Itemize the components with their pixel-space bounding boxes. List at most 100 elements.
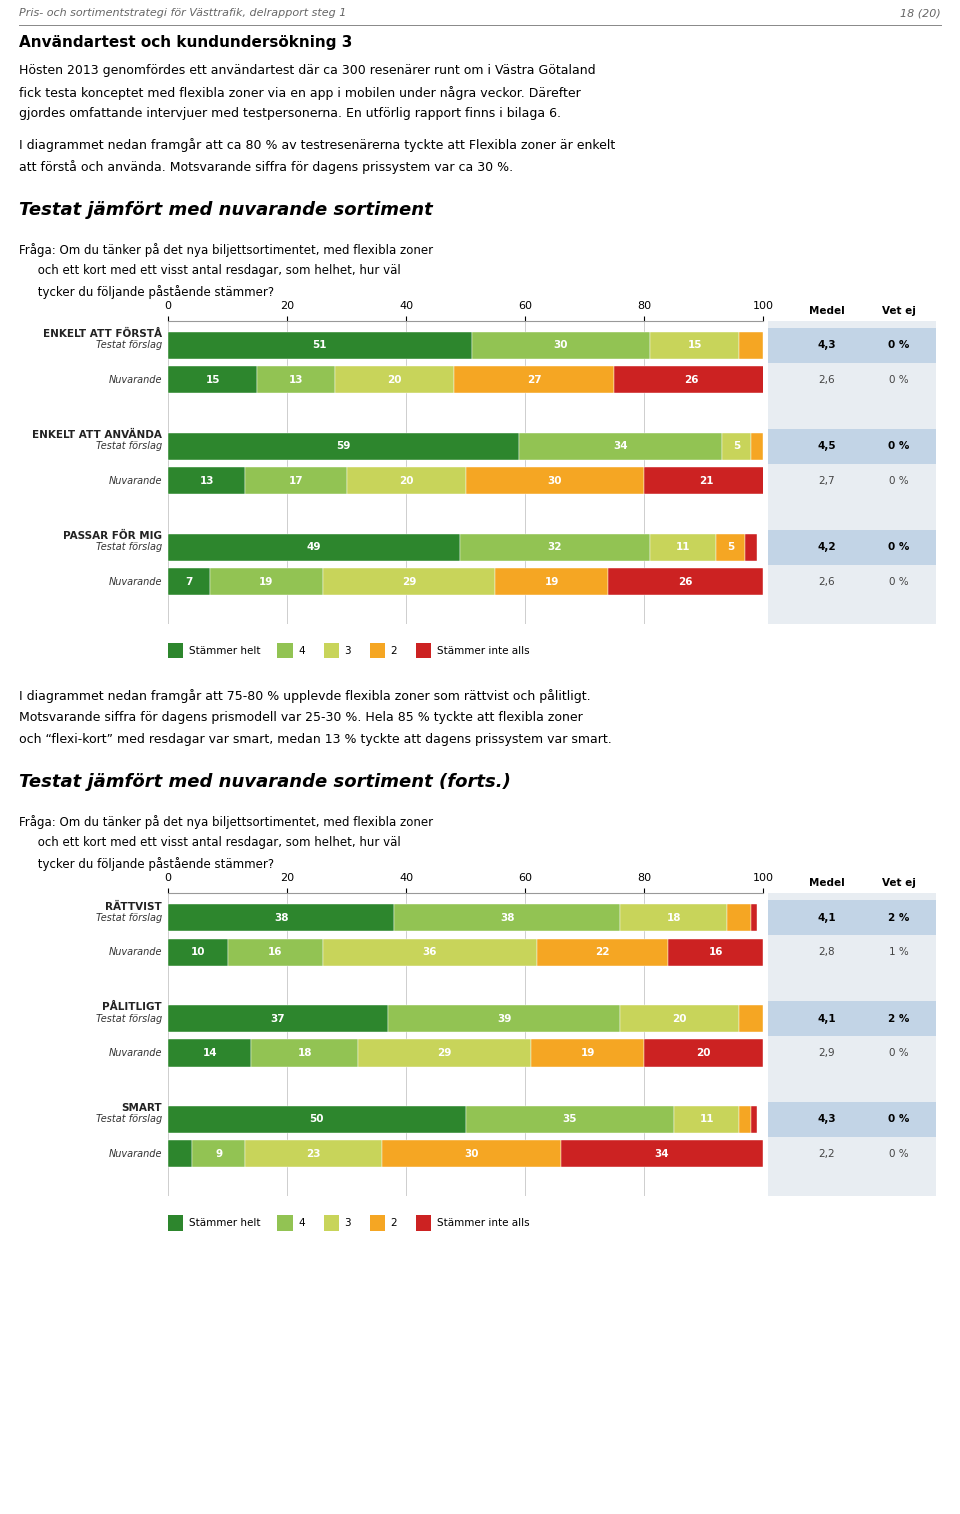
Text: 0 %: 0 % bbox=[888, 341, 910, 350]
Bar bbox=[168, 1105, 466, 1132]
Text: 29: 29 bbox=[438, 1048, 452, 1058]
Text: 20: 20 bbox=[696, 1048, 711, 1058]
Text: 2,6: 2,6 bbox=[819, 375, 835, 385]
Text: 26: 26 bbox=[679, 577, 693, 587]
Text: 4,1: 4,1 bbox=[818, 913, 836, 922]
Text: 15: 15 bbox=[687, 341, 702, 350]
Bar bbox=[768, 329, 936, 363]
Text: Fråga: Om du tänker på det nya biljettsortimentet, med flexibla zoner: Fråga: Om du tänker på det nya biljettso… bbox=[19, 815, 433, 830]
Bar bbox=[752, 904, 757, 931]
Text: 16: 16 bbox=[268, 948, 282, 957]
Text: 2,8: 2,8 bbox=[819, 948, 835, 957]
Text: tycker du följande påstående stämmer?: tycker du följande påstående stämmer? bbox=[19, 285, 275, 298]
Bar bbox=[609, 568, 763, 595]
Bar bbox=[752, 1105, 757, 1132]
Text: och “flexi-kort” med resdagar var smart, medan 13 % tyckte att dagens prissystem: och “flexi-kort” med resdagar var smart,… bbox=[19, 733, 612, 745]
Text: Vet ej: Vet ej bbox=[882, 306, 916, 316]
Text: Stämmer helt: Stämmer helt bbox=[189, 1217, 260, 1228]
Text: ENKELT ATT FÖRSTÅ: ENKELT ATT FÖRSTÅ bbox=[43, 330, 162, 339]
Text: 3: 3 bbox=[345, 1217, 351, 1228]
Bar bbox=[228, 939, 323, 966]
Text: 34: 34 bbox=[613, 442, 628, 451]
Text: tycker du följande påstående stämmer?: tycker du följande påstående stämmer? bbox=[19, 857, 275, 871]
Text: och ett kort med ett visst antal resdagar, som helhet, hur väl: och ett kort med ett visst antal resdaga… bbox=[19, 263, 401, 277]
Bar bbox=[768, 901, 936, 936]
Bar bbox=[752, 433, 763, 460]
Text: 16: 16 bbox=[708, 948, 723, 957]
Bar bbox=[168, 1005, 388, 1033]
Bar bbox=[388, 1005, 620, 1033]
Text: 22: 22 bbox=[595, 948, 610, 957]
Text: Medel: Medel bbox=[809, 306, 845, 316]
Text: 27: 27 bbox=[527, 375, 541, 385]
Text: 13: 13 bbox=[289, 375, 303, 385]
Text: 30: 30 bbox=[547, 475, 563, 486]
Text: 39: 39 bbox=[497, 1013, 512, 1023]
Bar bbox=[382, 1140, 561, 1167]
Text: 59: 59 bbox=[336, 442, 350, 451]
Text: och ett kort med ett visst antal resdagar, som helhet, hur väl: och ett kort med ett visst antal resdaga… bbox=[19, 836, 401, 849]
Text: 4,3: 4,3 bbox=[818, 1114, 836, 1125]
Text: 49: 49 bbox=[306, 542, 321, 553]
Text: Nuvarande: Nuvarande bbox=[108, 1048, 162, 1058]
Text: PASSAR FÖR MIG: PASSAR FÖR MIG bbox=[63, 531, 162, 542]
Text: Nuvarande: Nuvarande bbox=[108, 475, 162, 486]
Bar bbox=[335, 366, 454, 394]
Text: Nuvarande: Nuvarande bbox=[108, 375, 162, 385]
Text: 0 %: 0 % bbox=[889, 475, 909, 486]
Text: 10: 10 bbox=[190, 948, 205, 957]
Text: 18: 18 bbox=[298, 1048, 312, 1058]
Text: 2,9: 2,9 bbox=[819, 1048, 835, 1058]
Text: 2: 2 bbox=[391, 1217, 397, 1228]
Text: 17: 17 bbox=[289, 475, 303, 486]
Bar bbox=[739, 1105, 752, 1132]
Text: Nuvarande: Nuvarande bbox=[108, 577, 162, 587]
Text: 20: 20 bbox=[387, 375, 401, 385]
Text: 19: 19 bbox=[544, 577, 559, 587]
Text: 0 %: 0 % bbox=[889, 1048, 909, 1058]
Bar bbox=[168, 939, 228, 966]
Text: Motsvarande siffra för dagens prismodell var 25-30 %. Hela 85 % tyckte att flexi: Motsvarande siffra för dagens prismodell… bbox=[19, 710, 583, 724]
Bar bbox=[768, 428, 936, 463]
Text: Testat förslag: Testat förslag bbox=[96, 542, 162, 553]
Bar bbox=[745, 534, 757, 560]
Text: 36: 36 bbox=[422, 948, 437, 957]
Text: 4,5: 4,5 bbox=[818, 442, 836, 451]
Text: Testat förslag: Testat förslag bbox=[96, 1013, 162, 1023]
Text: att förstå och använda. Motsvarande siffra för dagens prissystem var ca 30 %.: att förstå och använda. Motsvarande siff… bbox=[19, 160, 514, 174]
Text: 20: 20 bbox=[398, 475, 414, 486]
Text: 5: 5 bbox=[727, 542, 734, 553]
Bar bbox=[650, 332, 739, 359]
Text: 0 %: 0 % bbox=[889, 375, 909, 385]
Bar bbox=[323, 568, 495, 595]
Bar bbox=[454, 366, 614, 394]
Bar bbox=[395, 904, 620, 931]
Text: Fråga: Om du tänker på det nya biljettsortimentet, med flexibla zoner: Fråga: Om du tänker på det nya biljettso… bbox=[19, 242, 433, 257]
Text: 30: 30 bbox=[554, 341, 568, 350]
Text: 19: 19 bbox=[259, 577, 274, 587]
Text: Stämmer inte alls: Stämmer inte alls bbox=[437, 1217, 529, 1228]
Text: 11: 11 bbox=[676, 542, 690, 553]
Text: 2 %: 2 % bbox=[888, 1013, 910, 1023]
Bar bbox=[323, 939, 537, 966]
Text: PÅLITLIGT: PÅLITLIGT bbox=[103, 1002, 162, 1013]
Text: 14: 14 bbox=[203, 1048, 217, 1058]
Bar bbox=[209, 568, 323, 595]
Bar bbox=[722, 433, 752, 460]
Bar bbox=[471, 332, 650, 359]
Text: 21: 21 bbox=[700, 475, 714, 486]
Text: 35: 35 bbox=[563, 1114, 577, 1125]
Text: 2,6: 2,6 bbox=[819, 577, 835, 587]
Bar bbox=[768, 1102, 936, 1137]
Bar bbox=[614, 366, 769, 394]
Text: 2 %: 2 % bbox=[888, 913, 910, 922]
Text: 26: 26 bbox=[684, 375, 699, 385]
Bar bbox=[168, 904, 395, 931]
Text: Stämmer helt: Stämmer helt bbox=[189, 646, 260, 656]
Text: Vet ej: Vet ej bbox=[882, 878, 916, 889]
Bar bbox=[715, 534, 745, 560]
Bar bbox=[728, 904, 752, 931]
Text: 18 (20): 18 (20) bbox=[900, 8, 941, 18]
Text: Testat förslag: Testat förslag bbox=[96, 442, 162, 451]
Bar bbox=[246, 1140, 382, 1167]
